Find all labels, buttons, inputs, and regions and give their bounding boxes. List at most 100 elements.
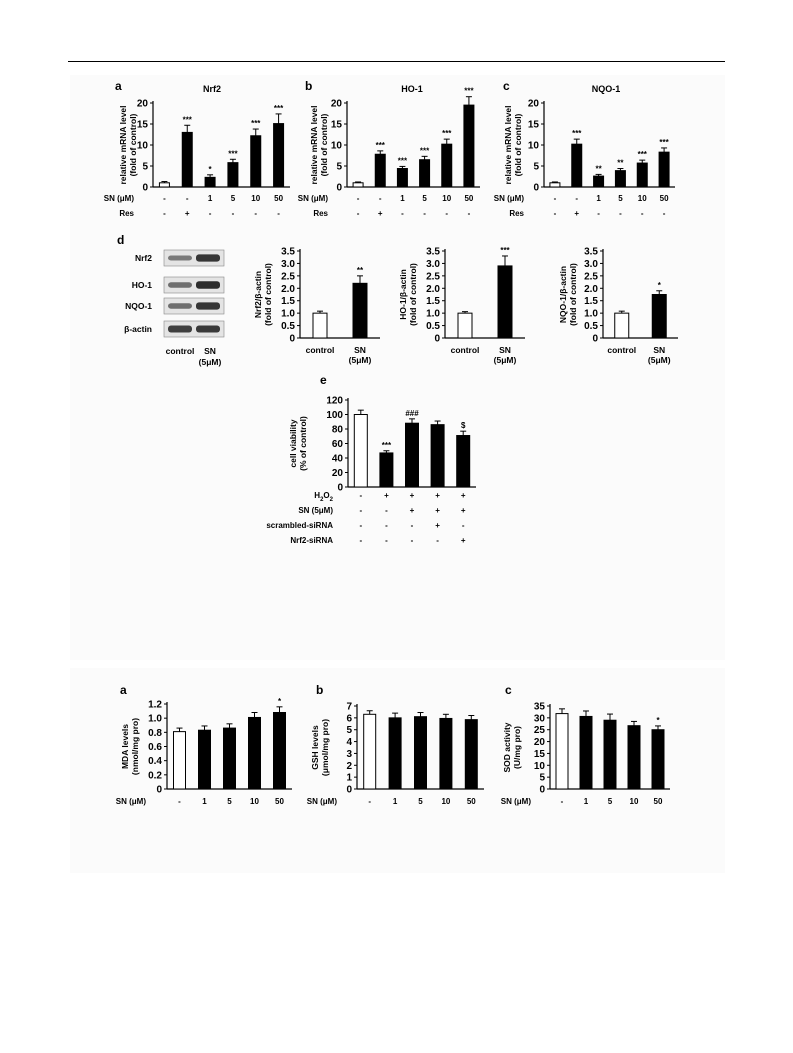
blot-lane-label: (5μM) — [199, 357, 222, 367]
blot-band — [168, 303, 192, 309]
category-label: SN — [354, 345, 366, 355]
y-axis-label: relative mRNA level — [309, 105, 319, 184]
significance-mark: *** — [382, 441, 392, 450]
blot-band — [196, 325, 220, 333]
category-label: (5μM) — [494, 355, 517, 365]
bar — [223, 727, 236, 790]
bar — [227, 162, 239, 188]
condition-value: - — [468, 209, 471, 218]
condition-value: - — [186, 194, 189, 203]
significance-mark: *** — [183, 115, 193, 124]
panel-label: d — [117, 233, 124, 247]
condition-value: - — [445, 209, 448, 218]
condition-label: Res — [119, 209, 134, 218]
blot-band — [196, 302, 220, 310]
condition-value: - — [163, 194, 166, 203]
chart-1d2: 0 0.51.0 1.52.0 2.53.03.5 HO-1/β-actin (fold … — [398, 246, 525, 365]
condition-value: 1 — [584, 797, 589, 806]
condition-value: - — [209, 209, 212, 218]
y-tick-label: 1.2 — [148, 700, 162, 711]
blot-row-label: NQO-1 — [125, 301, 152, 311]
condition-value: - — [385, 506, 388, 515]
panel-label: e — [320, 373, 327, 387]
y-tick-label: 2.0 — [584, 284, 598, 295]
condition-value: 10 — [441, 797, 450, 806]
y-tick-label: 1.5 — [426, 296, 440, 307]
condition-value: - — [423, 209, 426, 218]
significance-mark: *** — [274, 104, 284, 113]
condition-value: - — [385, 536, 388, 545]
condition-value: 50 — [660, 194, 669, 203]
significance-mark: ** — [357, 266, 364, 275]
y-tick-label: 15 — [331, 120, 343, 131]
y-tick-label: 7 — [346, 702, 352, 713]
y-tick-label: 20 — [534, 737, 546, 748]
y-tick-label: 120 — [326, 396, 343, 407]
y-tick-label: 0.8 — [148, 728, 162, 739]
bar — [405, 422, 419, 488]
panel-label: b — [305, 79, 312, 93]
blot-strip — [163, 276, 225, 294]
bar — [198, 729, 211, 790]
y-tick-label: 5 — [533, 162, 539, 173]
condition-value: 5 — [618, 194, 623, 203]
condition-value: 10 — [442, 194, 451, 203]
condition-value: + — [574, 209, 579, 218]
y-tick-label: 40 — [332, 454, 344, 465]
y-axis-label: Nrf2/β-actin — [253, 271, 263, 318]
y-tick-label: 1.0 — [281, 309, 295, 320]
bar — [273, 123, 285, 188]
significance-mark: *** — [500, 246, 510, 255]
y-tick-label: 3.5 — [281, 247, 295, 258]
condition-value: - — [359, 506, 362, 515]
y-tick-label: 4 — [346, 737, 352, 748]
bar — [414, 716, 427, 790]
bar — [464, 719, 478, 790]
condition-value: 5 — [422, 194, 427, 203]
y-tick-label: 1.0 — [426, 309, 440, 320]
y-tick-label: 0 — [592, 334, 598, 345]
bar — [614, 312, 630, 339]
significance-mark: *** — [228, 149, 238, 158]
condition-label: SN (μM) — [298, 194, 329, 203]
y-tick-label: 0 — [337, 483, 343, 494]
bar — [388, 717, 402, 790]
blot-lane-label: control — [166, 346, 195, 356]
y-tick-label: 10 — [137, 141, 149, 152]
condition-value: - — [254, 209, 257, 218]
y-tick-label: 10 — [534, 761, 546, 772]
panel-label: a — [115, 79, 122, 93]
bar — [273, 712, 286, 790]
condition-label: SN (μM) — [116, 797, 147, 806]
bar — [651, 729, 665, 790]
bar — [658, 151, 670, 188]
condition-value: - — [411, 536, 414, 545]
blot-band — [196, 254, 220, 262]
y-tick-label: 2.0 — [426, 284, 440, 295]
y-tick-label: 5 — [539, 773, 545, 784]
condition-value: - — [359, 491, 362, 500]
y-tick-label: 0 — [539, 785, 545, 796]
bar — [636, 162, 648, 188]
y-tick-label: 3 — [346, 749, 352, 760]
chart-1d1: 0 0.51.0 1.52.0 2.53.03.5 Nrf2/β-actin (fold … — [253, 247, 380, 365]
condition-value: - — [554, 194, 557, 203]
blot-row-label: HO-1 — [132, 280, 153, 290]
category-label: control — [607, 345, 636, 355]
y-tick-label: 15 — [528, 120, 540, 131]
y-tick-label: 6 — [346, 713, 352, 724]
condition-value: - — [663, 209, 666, 218]
condition-value: - — [368, 797, 371, 806]
condition-label: SN (μM) — [494, 194, 525, 203]
y-axis-label: (fold of control) — [319, 113, 329, 176]
bar — [374, 153, 386, 188]
y-tick-label: 5 — [346, 725, 352, 736]
condition-value: - — [385, 521, 388, 530]
y-tick-label: 0.4 — [148, 756, 162, 767]
y-tick-label: 2 — [346, 761, 352, 772]
